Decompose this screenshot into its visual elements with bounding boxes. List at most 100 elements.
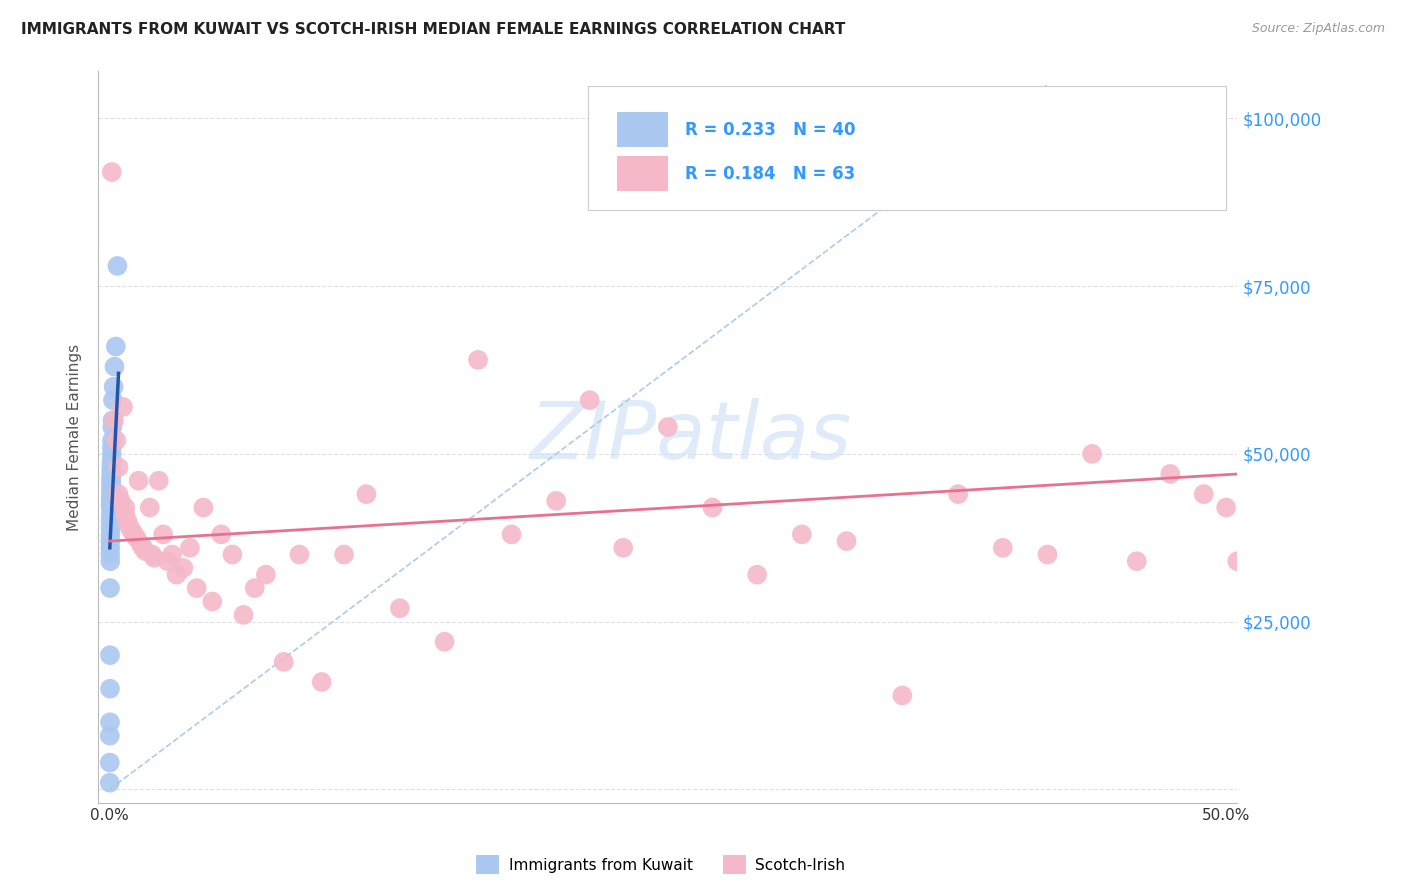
Point	[139, 500, 162, 515]
Text: Source: ZipAtlas.com: Source: ZipAtlas.com	[1251, 22, 1385, 36]
Point	[111, 400, 134, 414]
Point	[100, 514, 122, 528]
Point	[612, 541, 634, 555]
Point	[101, 434, 124, 448]
Point	[160, 548, 183, 562]
Point	[179, 541, 201, 555]
Point	[125, 531, 148, 545]
Point	[98, 534, 121, 549]
Point	[100, 500, 122, 515]
Point	[98, 548, 121, 562]
Text: R = 0.184   N = 63: R = 0.184 N = 63	[685, 165, 855, 183]
Text: ZIPatlas: ZIPatlas	[530, 398, 852, 476]
Point	[121, 524, 143, 538]
Point	[356, 487, 378, 501]
FancyBboxPatch shape	[588, 86, 1226, 211]
Point	[1081, 447, 1104, 461]
Point	[107, 487, 129, 501]
Point	[98, 681, 121, 696]
Point	[152, 527, 174, 541]
Point	[100, 491, 122, 505]
Point	[991, 541, 1014, 555]
Point	[946, 487, 969, 501]
Point	[98, 554, 121, 568]
Y-axis label: Median Female Earnings: Median Female Earnings	[67, 343, 83, 531]
Point	[333, 548, 356, 562]
Point	[101, 165, 124, 179]
Point	[1036, 548, 1059, 562]
Point	[100, 453, 122, 467]
Point	[101, 447, 124, 461]
Point	[232, 607, 254, 622]
Point	[98, 648, 121, 662]
Point	[114, 508, 136, 522]
Point	[122, 527, 145, 541]
FancyBboxPatch shape	[617, 156, 668, 191]
Point	[172, 561, 194, 575]
Point	[702, 500, 724, 515]
Point	[747, 567, 769, 582]
Point	[114, 500, 136, 515]
Point	[891, 689, 914, 703]
Point	[1226, 554, 1249, 568]
Point	[98, 729, 121, 743]
Point	[288, 548, 311, 562]
Point	[98, 541, 121, 555]
Point	[100, 497, 122, 511]
Point	[1159, 467, 1181, 481]
Point	[254, 567, 277, 582]
Point	[221, 548, 243, 562]
Point	[243, 581, 266, 595]
Point	[100, 521, 122, 535]
Point	[100, 483, 122, 498]
Point	[156, 554, 179, 568]
Point	[101, 393, 124, 408]
Point	[128, 474, 150, 488]
Point	[100, 457, 122, 471]
Point	[273, 655, 295, 669]
Point	[201, 594, 224, 608]
Point	[101, 440, 124, 454]
Text: IMMIGRANTS FROM KUWAIT VS SCOTCH-IRISH MEDIAN FEMALE EARNINGS CORRELATION CHART: IMMIGRANTS FROM KUWAIT VS SCOTCH-IRISH M…	[21, 22, 845, 37]
Point	[1126, 554, 1149, 568]
Point	[117, 514, 139, 528]
Point	[98, 775, 121, 789]
Point	[101, 420, 124, 434]
Point	[98, 715, 121, 730]
Point	[107, 460, 129, 475]
Point	[110, 493, 132, 508]
Point	[186, 581, 208, 595]
Point	[311, 675, 333, 690]
Point	[433, 634, 456, 648]
Point	[1192, 487, 1215, 501]
Point	[134, 544, 156, 558]
Point	[501, 527, 523, 541]
Point	[578, 393, 600, 408]
Point	[388, 601, 411, 615]
Point	[209, 527, 232, 541]
Point	[100, 474, 122, 488]
Point	[103, 413, 125, 427]
Point	[101, 413, 124, 427]
Point	[105, 434, 128, 448]
Point	[835, 534, 858, 549]
Point	[141, 548, 163, 562]
Point	[103, 380, 125, 394]
Point	[467, 352, 489, 367]
Point	[100, 527, 122, 541]
Point	[193, 500, 215, 515]
Point	[100, 493, 122, 508]
Point	[103, 359, 125, 374]
Point	[546, 493, 568, 508]
Point	[100, 508, 122, 522]
Point	[790, 527, 813, 541]
Point	[100, 487, 122, 501]
Point	[104, 339, 127, 353]
Point	[100, 467, 122, 481]
Point	[100, 464, 122, 478]
Point	[100, 460, 122, 475]
Point	[1215, 500, 1237, 515]
Point	[143, 550, 166, 565]
Point	[166, 567, 188, 582]
Point	[118, 521, 141, 535]
